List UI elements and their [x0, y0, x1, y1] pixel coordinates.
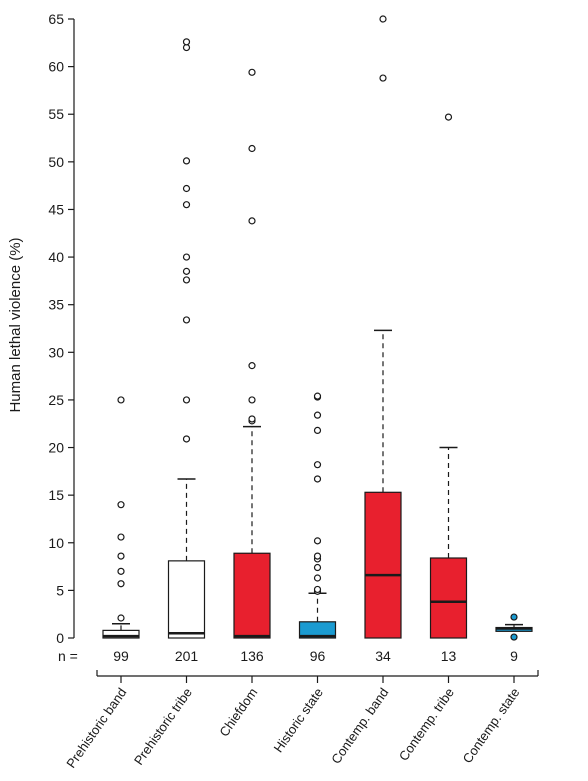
outlier-point — [182, 396, 191, 404]
box-group — [233, 68, 271, 639]
outlier-point — [117, 567, 125, 575]
outlier-point — [313, 585, 322, 594]
boxes — [102, 15, 533, 641]
category-label: Historic state — [271, 685, 326, 755]
box-iqr — [429, 557, 468, 639]
outlier-point — [182, 157, 191, 165]
outlier-point — [248, 362, 256, 370]
box-group — [364, 15, 402, 639]
n-count-label: 201 — [175, 648, 199, 664]
y-tick-label: 15 — [48, 487, 64, 503]
n-count-label: 136 — [240, 648, 264, 664]
box-group — [298, 392, 337, 639]
outlier-point — [182, 267, 191, 275]
outlier-point — [313, 475, 322, 483]
n-prefix: n = — [58, 648, 78, 664]
box-iqr — [167, 560, 206, 639]
box-iqr — [233, 552, 271, 639]
category-bracket — [96, 670, 539, 683]
outlier-point — [182, 38, 191, 46]
outlier-point — [313, 552, 322, 560]
y-axis-label: Human lethal violence (%) — [7, 237, 24, 412]
y-tick-label: 5 — [56, 582, 64, 598]
outlier-point — [182, 184, 191, 193]
outlier-point — [117, 501, 125, 509]
category-label: Contemp. band — [328, 685, 391, 766]
outlier-point — [248, 396, 256, 404]
category-label: Contemp. state — [460, 685, 523, 766]
outlier-point — [510, 633, 518, 641]
outlier-point — [117, 396, 125, 404]
n-labels: 99 201 136 96 34 13 9 — [113, 648, 518, 664]
outlier-point — [117, 533, 125, 541]
box-group — [429, 113, 468, 639]
outlier-point — [182, 435, 191, 443]
y-tick-label: 30 — [48, 344, 64, 360]
y-tick-label: 45 — [48, 201, 64, 217]
outlier-point — [182, 201, 191, 209]
y-tick-label: 40 — [48, 249, 64, 265]
outlier-point — [117, 580, 125, 588]
category-label: Chiefdom — [216, 685, 260, 739]
category-labels: Prehistoric band Prehistoric tribe Chiefdo… — [63, 685, 522, 771]
box-iqr — [102, 629, 140, 639]
outlier-point — [444, 113, 453, 121]
box-iqr — [364, 491, 402, 639]
y-tick-label: 50 — [48, 154, 64, 170]
y-tick-label: 60 — [48, 59, 64, 75]
outlier-point — [182, 276, 191, 284]
outlier-point — [313, 461, 322, 469]
outlier-point — [379, 15, 387, 23]
outlier-point — [117, 614, 125, 622]
outlier-point — [313, 563, 322, 572]
outlier-point — [117, 552, 125, 560]
outlier-point — [182, 253, 191, 261]
outlier-point — [248, 415, 256, 423]
category-label: Prehistoric band — [63, 685, 129, 771]
outlier-point — [379, 74, 387, 82]
category-label: Contemp. tribe — [396, 685, 457, 763]
outlier-point — [313, 392, 322, 400]
outlier-point — [182, 43, 191, 52]
box-group — [495, 613, 533, 641]
n-count-label: 96 — [310, 648, 326, 664]
outlier-point — [510, 613, 518, 621]
outlier-point — [313, 537, 322, 545]
outlier-point — [248, 68, 256, 76]
outlier-point — [248, 144, 256, 153]
box-group — [102, 396, 140, 639]
outlier-point — [182, 316, 191, 324]
n-count-label: 99 — [113, 648, 129, 664]
outlier-point — [313, 426, 322, 434]
y-tick-label: 65 — [48, 11, 64, 27]
box-group — [167, 38, 206, 639]
y-tick-label: 10 — [48, 535, 64, 551]
outlier-point — [313, 574, 322, 582]
outlier-point — [248, 217, 256, 225]
y-tick-label: 20 — [48, 440, 64, 456]
box-iqr — [298, 621, 337, 639]
y-axis: 0 5 10 15 20 25 30 35 40 45 50 55 60 65 — [48, 11, 75, 646]
outlier-point — [313, 411, 322, 419]
n-count-label: 34 — [375, 648, 391, 664]
y-tick-label: 55 — [48, 106, 64, 122]
category-label: Prehistoric tribe — [131, 685, 195, 768]
n-count-label: 9 — [510, 648, 518, 664]
y-tick-label: 25 — [48, 392, 64, 408]
n-count-label: 13 — [441, 648, 457, 664]
y-tick-label: 35 — [48, 297, 64, 313]
y-tick-label: 0 — [56, 630, 64, 646]
